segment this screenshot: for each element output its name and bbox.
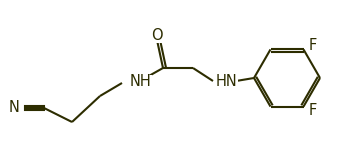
Text: HN: HN bbox=[216, 75, 238, 89]
Text: O: O bbox=[151, 28, 163, 43]
Text: N: N bbox=[9, 100, 20, 115]
Text: F: F bbox=[308, 103, 317, 118]
Text: NH: NH bbox=[130, 75, 152, 89]
Text: F: F bbox=[308, 38, 317, 53]
